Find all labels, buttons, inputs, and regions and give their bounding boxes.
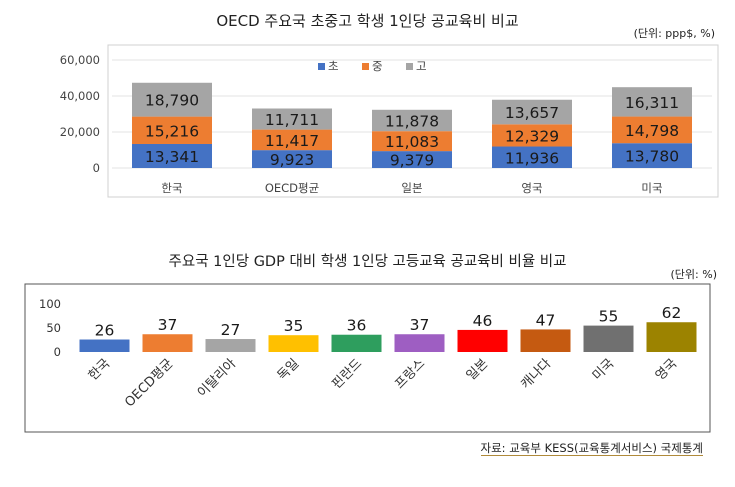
bar xyxy=(142,334,193,352)
bar xyxy=(205,339,256,352)
data-label: 13,341 xyxy=(145,148,199,166)
x-tick-label: 이탈리아 xyxy=(195,356,239,400)
x-tick-label: 독일 xyxy=(275,356,303,384)
bar-segment xyxy=(132,116,212,144)
bar-segment xyxy=(612,116,692,144)
legend-swatch xyxy=(406,63,413,70)
data-label: 18,790 xyxy=(145,92,199,110)
bar-segment xyxy=(252,108,332,130)
data-label: 37 xyxy=(158,316,178,334)
data-label: 13,780 xyxy=(625,148,679,166)
data-label: 9,923 xyxy=(270,151,314,169)
x-tick-label: OECD평균 xyxy=(122,356,176,410)
y-tick-label: 0 xyxy=(54,345,61,359)
data-label: 13,657 xyxy=(505,104,559,122)
x-tick-label: 일본 xyxy=(464,356,492,384)
bar-segment xyxy=(252,150,332,168)
y-tick-label: 60,000 xyxy=(60,53,100,67)
chart1-title: OECD 주요국 초중고 학생 1인당 공교육비 비교 xyxy=(216,12,519,30)
y-tick-label: 100 xyxy=(39,297,61,311)
data-label: 14,798 xyxy=(625,122,679,140)
data-label: 55 xyxy=(599,308,619,326)
x-tick-label: 미국 xyxy=(641,181,662,195)
bar-segment xyxy=(612,87,692,117)
legend-swatch xyxy=(362,63,369,70)
data-label: 26 xyxy=(95,322,115,340)
data-label: 36 xyxy=(347,317,367,335)
bar-segment xyxy=(372,131,452,152)
data-label: 11,878 xyxy=(385,112,439,130)
bar-segment xyxy=(612,143,692,168)
legend-swatch xyxy=(318,63,325,70)
chart2-frame xyxy=(24,283,711,433)
x-tick-label: 영국 xyxy=(521,181,542,195)
bar-segment xyxy=(492,146,572,168)
legend-label: 초 xyxy=(328,59,339,73)
y-tick-label: 20,000 xyxy=(60,125,100,139)
chart1-frame xyxy=(107,44,719,198)
bar xyxy=(583,325,634,352)
bar-segment xyxy=(372,151,452,168)
bar-segment xyxy=(372,109,452,132)
data-label: 15,216 xyxy=(145,122,199,140)
bar xyxy=(457,329,508,352)
data-label: 9,379 xyxy=(390,152,434,170)
x-tick-label: 한국 xyxy=(86,356,114,384)
x-tick-label: 일본 xyxy=(401,181,422,195)
bar xyxy=(79,339,130,352)
bar-segment xyxy=(132,82,212,117)
bar-segment xyxy=(492,124,572,147)
data-label: 37 xyxy=(410,316,430,334)
bar xyxy=(520,329,571,352)
data-label: 47 xyxy=(536,311,556,329)
x-tick-label: 핀란드 xyxy=(329,356,365,392)
x-tick-label: OECD평균 xyxy=(265,181,319,195)
bar xyxy=(394,334,445,352)
y-tick-label: 0 xyxy=(93,161,100,175)
y-tick-label: 40,000 xyxy=(60,89,100,103)
y-tick-label: 50 xyxy=(46,321,61,335)
legend-label: 고 xyxy=(416,59,427,73)
chart2-unit: (단위: %) xyxy=(670,268,717,281)
x-tick-label: 미국 xyxy=(590,356,618,384)
chart1-unit: (단위: ppp$, %) xyxy=(633,27,715,40)
data-label: 46 xyxy=(473,312,493,330)
data-label: 11,711 xyxy=(265,111,319,129)
data-label: 11,936 xyxy=(505,149,559,167)
data-label: 11,083 xyxy=(385,133,439,151)
source-note: 자료: 교육부 KESS(교육통계서비스) 국제통계 xyxy=(480,441,703,456)
data-label: 62 xyxy=(662,304,682,322)
data-label: 16,311 xyxy=(625,94,679,112)
bar-segment xyxy=(132,143,212,168)
x-tick-label: 영국 xyxy=(653,356,681,384)
x-tick-label: 한국 xyxy=(161,181,182,195)
bar xyxy=(331,334,382,352)
data-label: 27 xyxy=(221,321,241,339)
bar-segment xyxy=(252,129,332,151)
data-label: 12,329 xyxy=(505,127,559,145)
x-tick-label: 프랑스 xyxy=(392,356,428,392)
bar xyxy=(268,335,319,352)
data-label: 11,417 xyxy=(265,132,319,150)
chart2-title: 주요국 1인당 GDP 대비 학생 1인당 고등교육 공교육비 비율 비교 xyxy=(168,254,567,270)
bar-segment xyxy=(492,99,572,125)
data-label: 35 xyxy=(284,317,304,335)
x-tick-label: 캐나다 xyxy=(518,356,554,392)
legend-label: 중 xyxy=(372,59,383,73)
bar xyxy=(646,322,697,352)
